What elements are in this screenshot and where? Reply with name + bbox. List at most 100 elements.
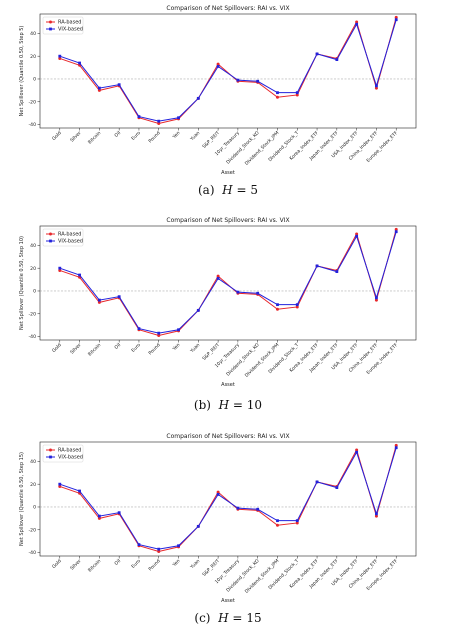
data-point-vix [157, 119, 161, 123]
y-tick-label: -40 [28, 334, 36, 340]
x-axis-label: Asset [221, 170, 235, 176]
y-tick-label: 40 [30, 459, 36, 465]
data-point-vix [375, 296, 378, 300]
x-tick-label: Yen [171, 558, 182, 569]
x-tick-label: Bitcoin [87, 130, 102, 145]
data-point-vix [335, 486, 339, 489]
data-point-ra [355, 448, 359, 452]
y-tick-label: 20 [30, 54, 36, 60]
data-point-vix [256, 79, 260, 83]
y-tick-label: 40 [30, 31, 36, 37]
caption-equals: = [236, 183, 247, 197]
caption-value: 15 [246, 611, 262, 625]
chart-svg-a: Comparison of Net Spillovers: RAI vs. VI… [19, 5, 417, 176]
caption-h-symbol: H [214, 611, 229, 625]
data-point-vix [216, 65, 220, 68]
data-point-vix [117, 511, 121, 515]
x-tick-label: Dividend_Stock_KO [225, 342, 261, 378]
data-point-vix [295, 91, 299, 95]
y-tick-label: 40 [30, 243, 36, 249]
x-axis-label: Asset [221, 382, 235, 388]
x-tick-label: Pound [147, 558, 161, 572]
x-tick-label: Yuan [189, 558, 202, 571]
data-point-vix [78, 273, 81, 277]
legend-box [42, 16, 84, 35]
data-point-ra [275, 523, 279, 527]
data-point-vix [276, 519, 279, 523]
y-tick-label: 0 [33, 289, 36, 295]
data-point-vix [177, 544, 180, 548]
y-tick-label: 0 [33, 77, 36, 83]
x-tick-label: Pound [147, 130, 161, 144]
x-tick-label: Oil [113, 130, 122, 139]
data-point-vix [196, 96, 200, 100]
data-point-vix [177, 328, 180, 332]
data-point-vix [97, 86, 101, 90]
data-point-vix [355, 450, 359, 454]
y-tick-label: -20 [28, 311, 36, 317]
chart-panel-c: Comparison of Net Spillovers: RAI vs. VI… [0, 428, 456, 632]
data-point-vix [335, 58, 339, 61]
caption-value: 5 [250, 183, 258, 197]
data-point-vix [355, 22, 359, 26]
data-point-vix [315, 264, 319, 268]
data-point-ra [216, 62, 220, 66]
x-tick-label: Silver [69, 130, 82, 143]
data-point-ra [355, 232, 359, 236]
data-point-vix [315, 480, 319, 484]
caption-label: (c) [194, 611, 211, 625]
data-point-vix [196, 524, 200, 528]
x-tick-label: Euro [130, 558, 142, 570]
y-tick-label: -20 [28, 99, 36, 105]
data-point-vix [216, 493, 220, 496]
x-tick-label: Gold [51, 342, 63, 354]
data-point-ra [97, 88, 101, 92]
legend-label: RA-based [58, 448, 81, 454]
caption-label: (a) [198, 183, 215, 197]
legend-marker-vix [49, 455, 52, 459]
data-point-ra [295, 305, 299, 309]
x-tick-label: Dividend_Stock_KO [225, 558, 261, 594]
caption-label: (b) [193, 398, 211, 412]
data-point-ra [275, 95, 279, 99]
data-point-vix [256, 507, 260, 511]
caption-value: 10 [246, 398, 263, 412]
x-tick-label: S&P_REIT [201, 342, 221, 362]
data-point-ra [355, 20, 359, 24]
data-point-vix [375, 84, 378, 88]
caption-equals: = [232, 611, 243, 625]
x-tick-label: Oil [113, 558, 122, 567]
data-point-ra [394, 443, 398, 447]
data-point-vix [236, 78, 240, 82]
data-point-vix [295, 519, 299, 523]
x-tick-label: Oil [113, 342, 122, 351]
caption-h-symbol: H [218, 183, 233, 197]
x-tick-label: Gold [51, 130, 63, 142]
data-point-vix [137, 115, 141, 118]
caption-equals: = [232, 398, 243, 412]
x-tick-label: Euro [130, 130, 142, 142]
plot-frame [39, 13, 417, 129]
data-point-ra [394, 15, 398, 19]
data-point-ra [58, 56, 62, 60]
data-point-vix [355, 234, 359, 238]
x-tick-label: Gold [51, 558, 63, 570]
x-tick-label: Silver [69, 558, 82, 571]
data-point-ra [216, 274, 220, 278]
x-tick-label: Yen [171, 342, 182, 353]
legend-box [42, 444, 84, 463]
data-point-ra [394, 227, 398, 231]
data-point-vix [58, 482, 62, 486]
data-point-ra [374, 514, 378, 518]
data-point-ra [97, 516, 101, 520]
x-tick-label: Yen [171, 130, 182, 141]
data-point-vix [236, 290, 240, 294]
data-point-vix [58, 54, 62, 58]
chart-svg-b: Comparison of Net Spillovers: RAI vs. VI… [19, 217, 417, 388]
chart-svg-c: Comparison of Net Spillovers: RAI vs. VI… [19, 433, 417, 604]
x-tick-label: Euro [130, 342, 142, 354]
x-tick-label: Dividend_Stock_JPM [244, 342, 281, 379]
data-point-vix [315, 52, 319, 56]
legend-label: RA-based [58, 20, 81, 26]
y-axis-label: Net Spillover (Quantile 0.50, Step 15) [19, 452, 25, 546]
